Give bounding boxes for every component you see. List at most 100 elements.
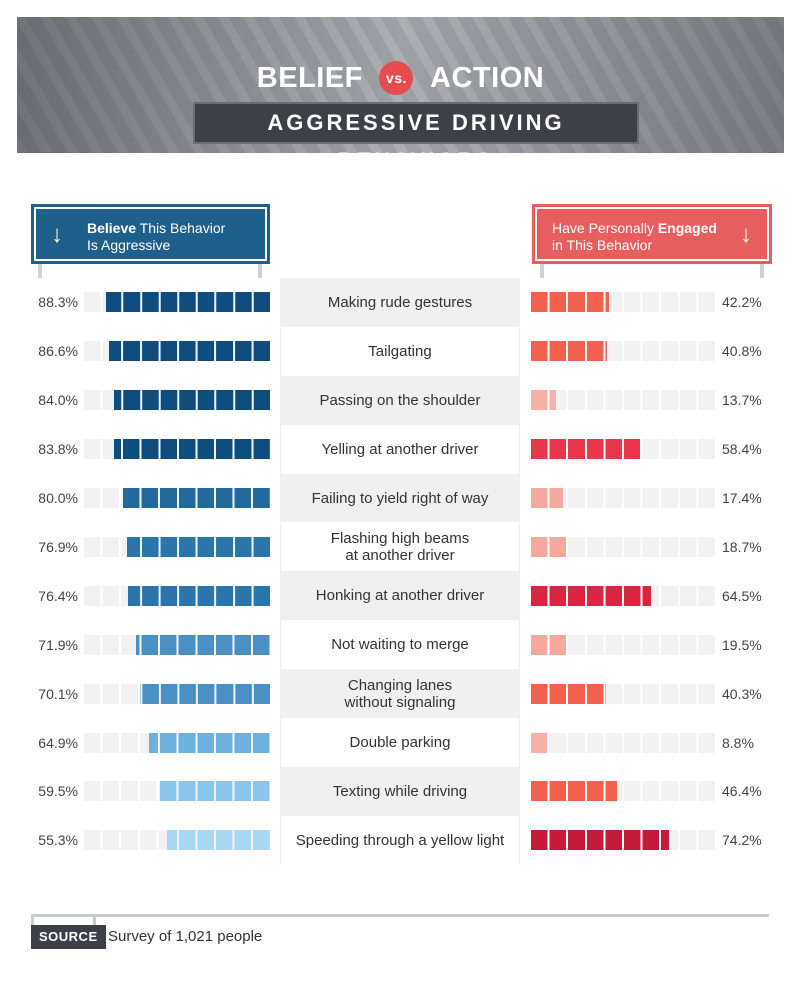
believe-value-label: 86.6% (38, 343, 78, 360)
footer-divider (31, 914, 769, 917)
engaged-sign-bold: Engaged (657, 220, 717, 236)
believe-bar (114, 439, 270, 460)
engaged-bar-track (531, 390, 717, 411)
engaged-value-label: 58.4% (722, 441, 762, 458)
engaged-bar-track (531, 683, 717, 704)
engaged-bar (531, 732, 548, 753)
title-belief: BELIEF (256, 61, 363, 94)
believe-value-label: 71.9% (38, 636, 78, 653)
engaged-value-label: 64.5% (722, 587, 762, 604)
believe-bar (159, 781, 270, 802)
engaged-sign-text: Have Personally Engaged in This Behavior (552, 220, 717, 254)
believe-bar (113, 390, 270, 411)
believe-bar-track (84, 781, 270, 802)
engaged-sign-line2: in This Behavior (552, 237, 653, 253)
engaged-bar-track (531, 439, 717, 460)
believe-bar-track (84, 390, 270, 411)
source-label: SOURCE (31, 925, 106, 949)
arrow-down-icon: ↓ (740, 221, 752, 248)
category-label: Flashing high beams at another driver (280, 522, 520, 572)
arrow-down-icon: ↓ (51, 221, 63, 248)
engaged-bar (531, 585, 651, 606)
believe-bar (136, 634, 270, 655)
believe-sign-text: Believe This Behavior Is Aggressive (87, 220, 225, 254)
engaged-bar (531, 488, 564, 509)
category-label: Not waiting to merge (280, 620, 520, 670)
believe-value-label: 84.0% (38, 392, 78, 409)
engaged-bar-track (531, 634, 717, 655)
engaged-value-label: 40.8% (722, 343, 762, 360)
believe-bar-track (84, 341, 270, 362)
believe-value-label: 80.0% (38, 490, 78, 507)
sign-post (760, 264, 764, 278)
believe-bar-track (84, 488, 270, 509)
believe-value-label: 76.9% (38, 538, 78, 555)
believe-bar-track (84, 634, 270, 655)
believe-bar-track (84, 439, 270, 460)
engaged-bar (531, 781, 618, 802)
category-column: Making rude gestures Tailgating Passing on… (280, 278, 520, 866)
category-label: Passing on the shoulder (280, 375, 520, 425)
believe-bar (167, 830, 270, 851)
believe-bar (149, 732, 270, 753)
engaged-bar (531, 390, 557, 411)
category-label: Honking at another driver (280, 571, 520, 621)
believe-value-label: 55.3% (38, 832, 78, 849)
engaged-bar-track (531, 488, 717, 509)
page-subtitle: AGGRESSIVE DRIVING BEHAVIORS (193, 102, 639, 153)
engaged-value-label: 40.3% (722, 685, 762, 702)
category-label: Double parking (280, 718, 520, 767)
engaged-bar (531, 439, 640, 460)
believe-sign-rest: This Behavior (136, 220, 226, 236)
footer-post (93, 917, 96, 925)
believe-bar (105, 292, 270, 313)
category-label: Making rude gestures (280, 278, 520, 327)
engaged-bar (531, 292, 610, 313)
believe-sign: ↓ Believe This Behavior Is Aggressive (31, 204, 270, 264)
engaged-bar-track (531, 585, 717, 606)
engaged-bar (531, 341, 607, 362)
engaged-value-label: 17.4% (722, 490, 762, 507)
engaged-bar-track (531, 830, 717, 851)
engaged-bar (531, 536, 566, 557)
category-label: Failing to yield right of way (280, 473, 520, 523)
category-label: Changing lanes without signaling (280, 669, 520, 719)
engaged-value-label: 18.7% (722, 538, 762, 555)
engaged-bar (531, 634, 568, 655)
believe-sign-bold: Believe (87, 220, 137, 236)
title-action: ACTION (430, 61, 545, 94)
believe-bar-track (84, 830, 270, 851)
believe-bar-track (84, 536, 270, 557)
engaged-value-label: 13.7% (722, 392, 762, 409)
believe-bar (121, 488, 270, 509)
believe-bar (139, 683, 270, 704)
engaged-value-label: 74.2% (722, 832, 762, 849)
believe-value-label: 76.4% (38, 587, 78, 604)
category-label: Tailgating (280, 326, 520, 376)
category-label: Yelling at another driver (280, 424, 520, 474)
believe-bar-track (84, 683, 270, 704)
vs-badge: vs. (379, 61, 414, 96)
engaged-value-label: 19.5% (722, 636, 762, 653)
engaged-bar (531, 830, 669, 851)
believe-bar (108, 341, 270, 362)
believe-value-label: 59.5% (38, 783, 78, 800)
believe-bar (126, 536, 270, 557)
header-banner: BELIEF vs. ACTION AGGRESSIVE DRIVING BEH… (17, 17, 784, 153)
engaged-value-label: 8.8% (722, 734, 754, 751)
believe-value-label: 88.3% (38, 294, 78, 311)
page-title: BELIEF vs. ACTION (17, 61, 784, 96)
category-label: Texting while driving (280, 767, 520, 816)
engaged-bar-track (531, 781, 717, 802)
sign-post (540, 264, 544, 278)
believe-bar-track (84, 732, 270, 753)
engaged-sign: Have Personally Engaged in This Behavior… (532, 204, 772, 264)
believe-value-label: 83.8% (38, 441, 78, 458)
sign-post (38, 264, 42, 278)
category-label: Speeding through a yellow light (280, 815, 520, 865)
sign-post (258, 264, 262, 278)
believe-bar (127, 585, 270, 606)
believe-sign-line2: Is Aggressive (87, 237, 171, 253)
footer-post (31, 917, 34, 925)
believe-value-label: 64.9% (38, 734, 78, 751)
